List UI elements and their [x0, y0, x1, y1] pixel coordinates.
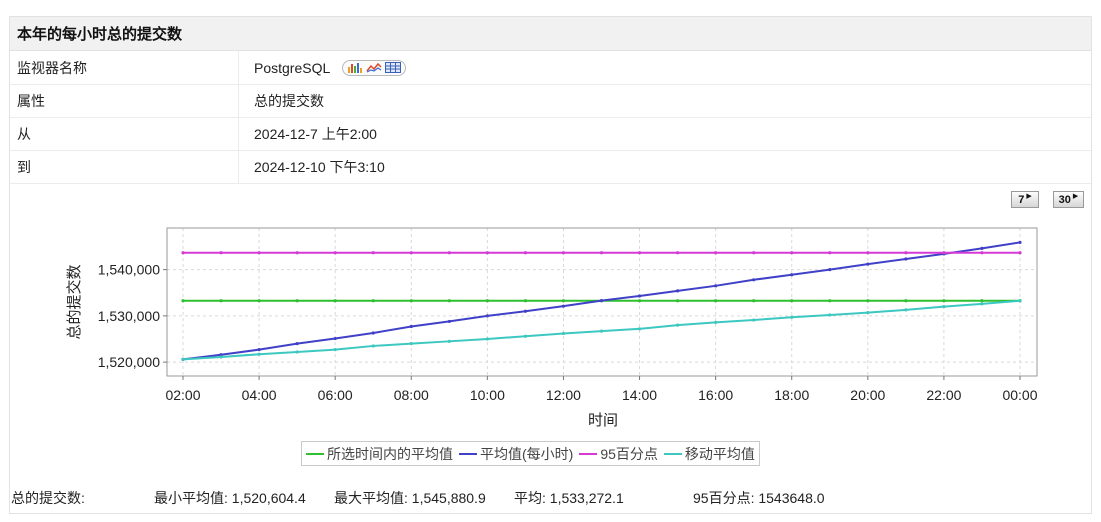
- table-icon[interactable]: [385, 60, 402, 76]
- panel-title: 本年的每小时总的提交数: [10, 17, 1091, 51]
- from-label: 从: [10, 117, 239, 150]
- legend-swatch: [459, 452, 477, 455]
- min-average: 最小平均值: 1,520,604.4: [154, 490, 306, 506]
- to-label: 到: [10, 150, 239, 183]
- legend-label: 所选时间内的平均值: [327, 445, 453, 462]
- percentile-95: 95百分点: 1543648.0: [693, 490, 825, 506]
- range-30-days-button[interactable]: 30 ▶: [1053, 191, 1084, 208]
- report-panel: 本年的每小时总的提交数 监视器名称 PostgreSQL: [9, 16, 1092, 514]
- range-7-days-button[interactable]: 7 ▶: [1011, 191, 1039, 208]
- legend-item-period-average: 所选时间内的平均值: [306, 444, 453, 464]
- info-row-monitor: 监视器名称 PostgreSQL: [10, 51, 1091, 85]
- legend-swatch: [306, 452, 324, 455]
- triangle-icon: ▶: [1072, 192, 1079, 200]
- chart-type-switcher[interactable]: [342, 59, 407, 76]
- attribute-label: 属性: [10, 84, 239, 117]
- range-30-label: 30: [1058, 193, 1071, 206]
- bar-chart-icon[interactable]: [347, 60, 363, 76]
- legend-swatch: [663, 452, 682, 455]
- chart-legend: 所选时间内的平均值 平均值(每小时) 95百分点 移动平均值: [301, 441, 760, 466]
- range-7-label: 7: [1018, 193, 1025, 206]
- info-row-attribute: 属性 总的提交数: [10, 84, 1091, 118]
- legend-item-moving-average: 移动平均值: [663, 444, 755, 464]
- legend-item-95-percentile: 95百分点: [579, 444, 658, 464]
- summary-label: 总的提交数:: [11, 490, 85, 506]
- line-chart-icon[interactable]: [366, 60, 382, 76]
- info-row-to: 到 2024-12-10 下午3:10: [10, 150, 1091, 184]
- legend-label: 95百分点: [600, 445, 658, 462]
- max-average: 最大平均值: 1,545,880.9: [334, 490, 486, 506]
- legend-label: 平均值(每小时): [480, 445, 574, 462]
- from-value: 2024-12-7 上午2:00: [254, 125, 377, 142]
- info-row-from: 从 2024-12-7 上午2:00: [10, 117, 1091, 151]
- attribute-value: 总的提交数: [254, 92, 324, 109]
- monitor-name-label: 监视器名称: [10, 51, 239, 84]
- legend-label: 移动平均值: [684, 445, 755, 462]
- legend-item-hourly-average: 平均值(每小时): [459, 444, 573, 464]
- overall-average: 平均: 1,533,272.1: [514, 490, 624, 506]
- legend-swatch: [579, 452, 598, 455]
- triangle-icon: ▶: [1026, 192, 1032, 200]
- to-value: 2024-12-10 下午3:10: [254, 158, 385, 175]
- monitor-name-link[interactable]: PostgreSQL: [254, 59, 331, 76]
